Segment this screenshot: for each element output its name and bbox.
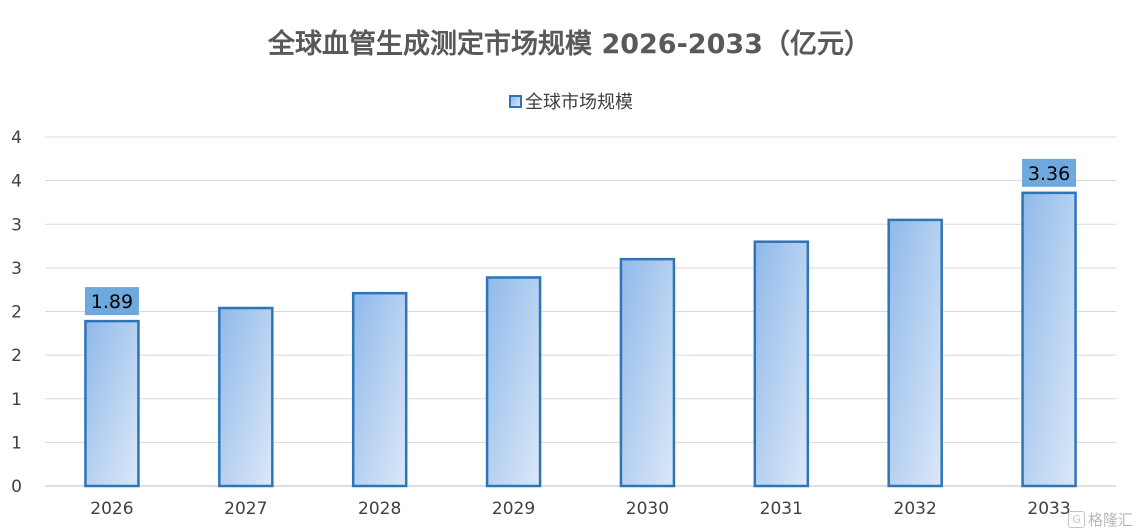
bar-2031 [753,240,810,488]
data-label-text: 3.36 [1028,163,1070,185]
bar-2030 [619,257,676,488]
data-labels: 1.89 3.36 [84,158,1077,316]
y-tick-label: 0 [11,477,22,497]
y-tick-label: 2 [11,346,22,366]
chart-title: 全球血管生成测定市场规模 2026-2033（亿元） [268,29,871,60]
y-tick-label: 4 [11,128,22,148]
y-tick-label: 1 [11,390,22,410]
x-tick-label: 2033 [1027,499,1070,519]
x-tick-label: 2031 [760,499,803,519]
x-tick-label: 2029 [492,499,535,519]
chart-legend: 全球市场规模 [509,88,633,114]
y-tick-label: 3 [11,215,22,235]
data-label-2026: 1.89 [84,287,139,316]
data-label-bg [84,287,139,316]
watermark: G 格隆汇 [1067,509,1133,530]
bar-2032 [887,218,943,488]
x-axis-ticks: 2026 2027 2028 2029 2030 2031 2032 2033 [90,499,1070,519]
y-tick-label: 3 [11,259,22,279]
x-tick-label: 2032 [894,499,937,519]
gelonghui-logo-icon: G [1067,511,1085,528]
y-tick-label: 1 [11,433,22,453]
x-tick-label: 2030 [626,499,669,519]
bars [84,191,1077,488]
y-tick-label: 2 [11,303,22,323]
gridlines [45,136,1116,487]
bar-2028 [351,291,408,488]
bar-2027 [218,306,274,488]
bar-2033 [1021,191,1077,488]
x-tick-label: 2028 [358,499,401,519]
data-label-2033: 3.36 [1022,158,1077,187]
y-tick-label: 4 [11,172,22,192]
data-label-bg [1022,158,1077,187]
bar-2026 [84,319,140,488]
x-tick-label: 2027 [224,499,267,519]
legend-swatch [509,94,522,108]
legend-label: 全球市场规模 [525,92,633,113]
data-label-text: 1.89 [91,291,133,313]
watermark-text: 格隆汇 [1087,511,1133,529]
bar-2029 [485,276,542,488]
y-axis-ticks: 0 1 1 2 2 3 3 4 4 [11,128,22,497]
x-tick-label: 2026 [90,499,133,519]
